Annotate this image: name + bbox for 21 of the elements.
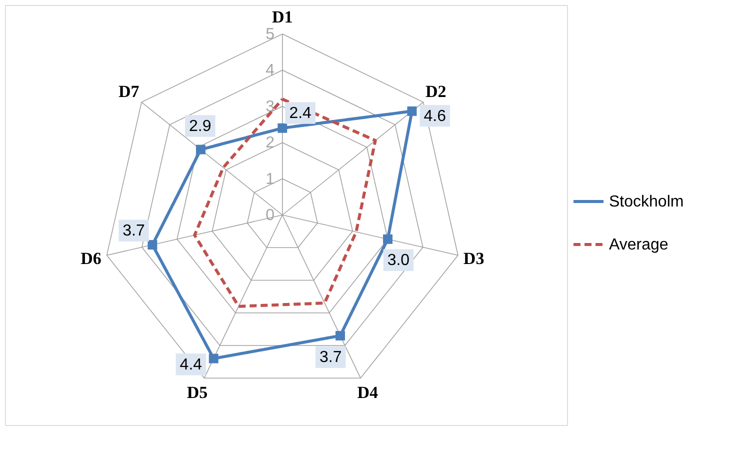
- spoke-label: D1: [272, 8, 293, 27]
- spoke-label: D2: [426, 82, 446, 101]
- y-tick-label: 3: [266, 98, 275, 116]
- data-label: 4.6: [424, 108, 446, 125]
- spoke-label: D3: [463, 248, 484, 268]
- legend-label: Average: [609, 236, 668, 254]
- spoke-label: D4: [357, 382, 378, 402]
- data-label: 2.4: [289, 104, 312, 122]
- data-label: 4.4: [180, 356, 202, 374]
- y-tick-label: 2: [266, 134, 275, 152]
- y-tick-label: 5: [266, 26, 275, 43]
- data-label: 3.7: [122, 222, 145, 240]
- legend-label: Stockholm: [609, 194, 684, 210]
- y-tick-label: 1: [266, 170, 275, 188]
- y-tick-label: 4: [266, 62, 275, 80]
- data-label: 3.7: [319, 349, 342, 366]
- data-label: 2.9: [189, 118, 212, 136]
- spoke-label: D5: [186, 382, 208, 402]
- spoke-label: D6: [80, 248, 102, 268]
- spoke-label: D7: [118, 82, 140, 101]
- data-label: 3.0: [387, 252, 410, 270]
